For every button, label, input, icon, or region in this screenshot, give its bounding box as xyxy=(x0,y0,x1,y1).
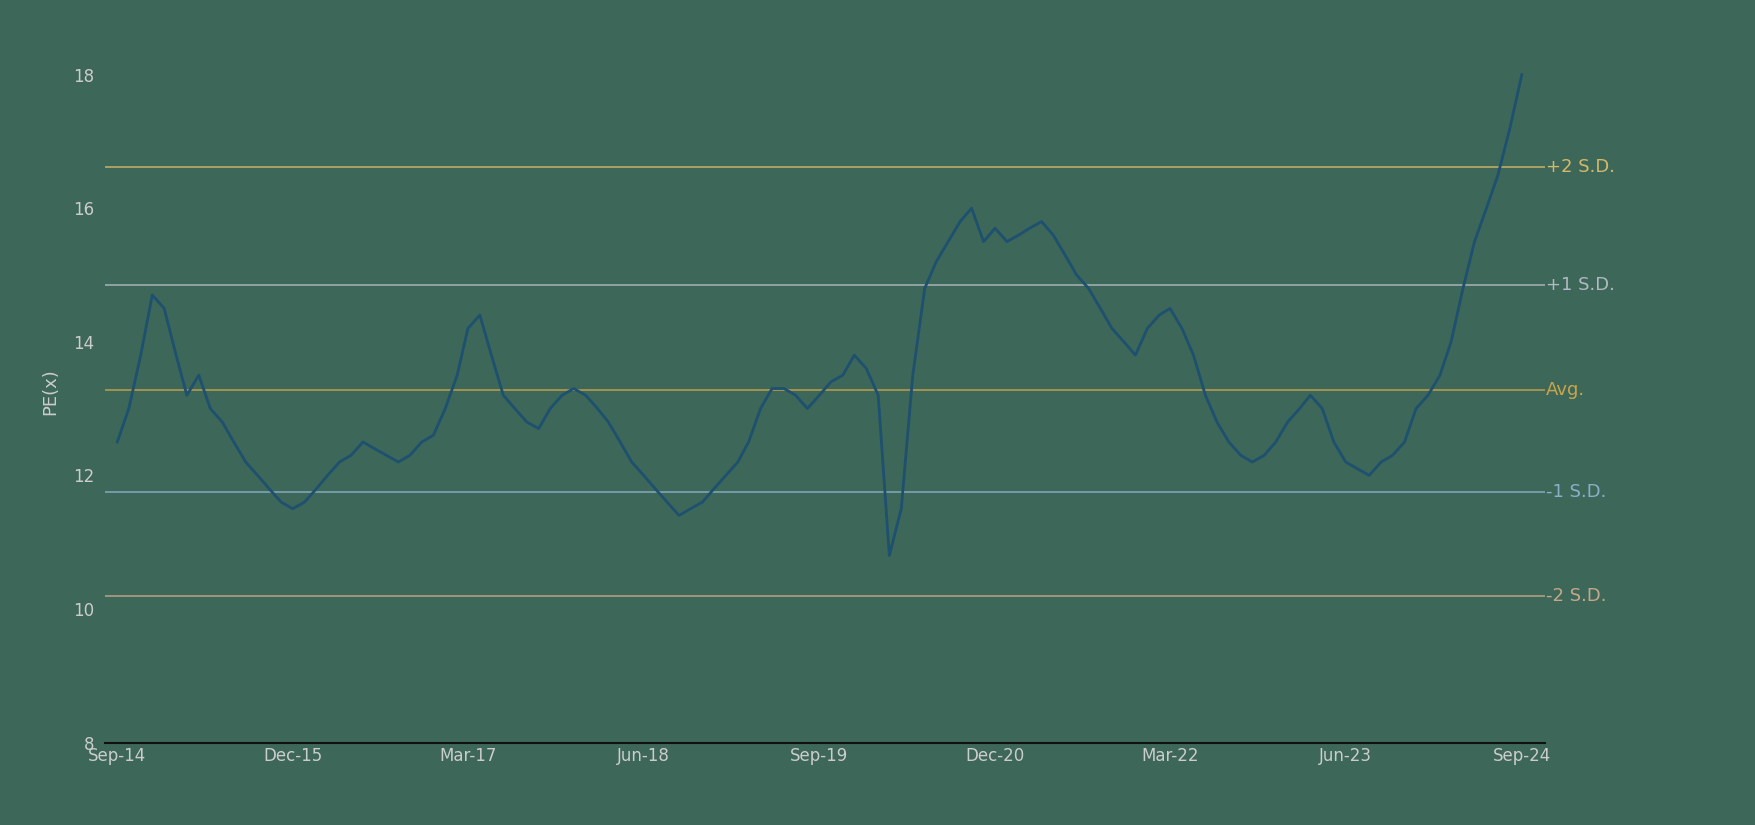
Text: Avg.: Avg. xyxy=(1544,381,1583,398)
Text: -2 S.D.: -2 S.D. xyxy=(1544,587,1606,605)
Text: +2 S.D.: +2 S.D. xyxy=(1544,158,1615,176)
Y-axis label: PE(x): PE(x) xyxy=(40,369,60,415)
Text: +1 S.D.: +1 S.D. xyxy=(1544,276,1613,294)
Text: -1 S.D.: -1 S.D. xyxy=(1544,483,1606,501)
